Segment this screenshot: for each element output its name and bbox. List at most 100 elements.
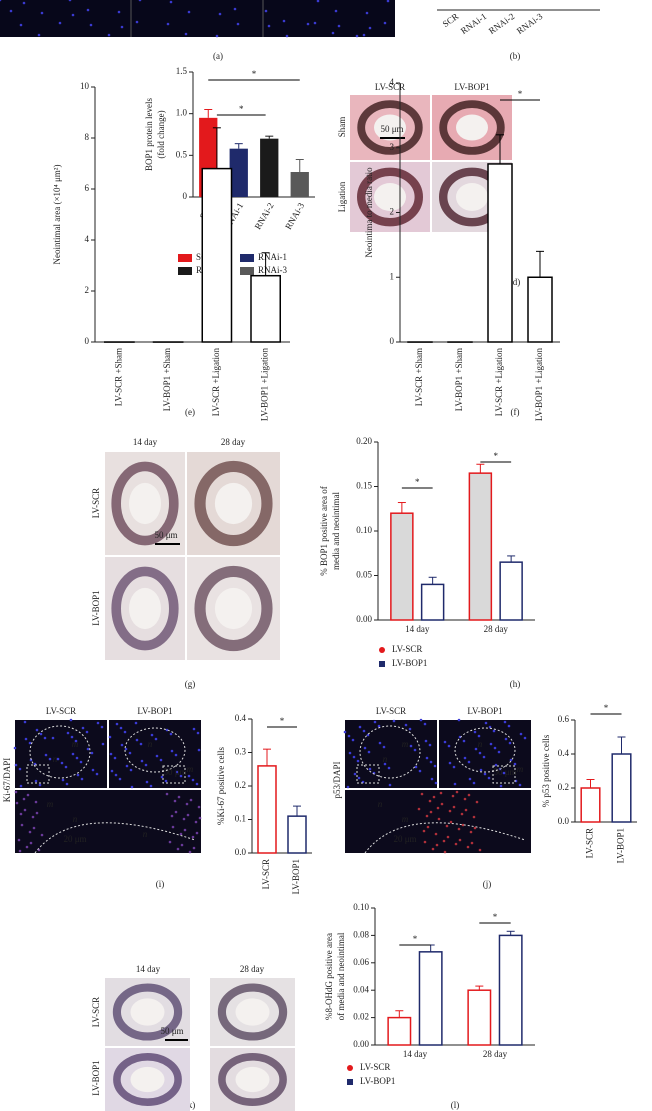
- nucleus: [236, 22, 240, 26]
- y-axis-label: %Ki-67 positive cells: [216, 747, 226, 825]
- x-tick-label: LV-SCR +Sham: [414, 348, 424, 406]
- nucleus: [185, 802, 189, 806]
- nucleus: [365, 11, 369, 15]
- nucleus: [170, 749, 174, 753]
- legend-label: RNAi-1: [258, 252, 287, 262]
- nucleus: [378, 741, 382, 745]
- nucleus: [368, 26, 372, 30]
- nucleus: [460, 812, 464, 816]
- nucleus: [461, 823, 465, 827]
- label: 50 μm: [154, 530, 177, 540]
- micrograph: [109, 720, 201, 788]
- y-tick-label: 6: [85, 183, 90, 193]
- lumen: [374, 114, 406, 141]
- y-tick-label: 4: [390, 77, 395, 87]
- x-tick-label: LV-SCR +Ligation: [494, 348, 504, 417]
- label: LV-BOP1: [91, 1060, 101, 1095]
- scale-label: 20 μm: [63, 834, 86, 844]
- nucleus: [489, 742, 493, 746]
- nucleus: [166, 22, 170, 26]
- nucleus: [446, 835, 450, 839]
- x-tick-label: 28 day: [484, 624, 509, 634]
- panel-label: (j): [483, 879, 492, 889]
- nucleus: [508, 741, 512, 745]
- nucleus: [100, 725, 104, 729]
- nucleus: [513, 762, 517, 766]
- nucleus: [429, 810, 433, 814]
- nucleus: [31, 815, 35, 819]
- nucleus: [285, 34, 289, 38]
- x-tick-label: 14 day: [403, 1049, 428, 1059]
- nucleus: [507, 724, 511, 728]
- nucleus: [145, 780, 149, 784]
- label: LV-BOP1: [137, 706, 172, 716]
- nucleus: [452, 805, 456, 809]
- nucleus: [188, 850, 192, 854]
- nucleus: [470, 841, 474, 845]
- y-tick-label: 0.1: [235, 814, 246, 824]
- legend-label: LV-BOP1: [360, 1076, 395, 1086]
- nucleus: [115, 722, 119, 726]
- micrograph: [15, 720, 107, 788]
- nucleus: [377, 724, 381, 728]
- nucleus: [331, 31, 335, 35]
- nucleus: [233, 7, 237, 11]
- nucleus: [37, 33, 41, 37]
- bar: [580, 787, 601, 823]
- y-tick-label: 0.6: [558, 714, 570, 724]
- nucleus: [482, 755, 486, 759]
- lumen: [235, 1066, 270, 1093]
- y-tick-label: 10: [80, 81, 90, 91]
- x-tick-label: 14 day: [405, 624, 430, 634]
- vessel-wall: [439, 100, 505, 155]
- nucleus: [382, 745, 386, 749]
- nucleus: [23, 720, 27, 724]
- y-axis-label: Neointima to media ratio: [364, 167, 374, 258]
- nucleus: [313, 21, 317, 25]
- nucleus: [264, 9, 268, 13]
- nucleus: [445, 824, 449, 828]
- nucleus: [140, 759, 144, 763]
- label: 14 day: [133, 437, 158, 447]
- x-tick-label: LV-BOP1: [291, 859, 301, 894]
- nucleus: [440, 802, 444, 806]
- label: LV-BOP1: [467, 706, 502, 716]
- nucleus: [448, 761, 452, 765]
- nucleus: [362, 33, 366, 37]
- label: Sham: [337, 117, 347, 138]
- bar: [487, 163, 513, 343]
- nucleus: [28, 830, 32, 834]
- nucleus: [197, 805, 201, 809]
- y-axis-label: BOP1 protein levels: [144, 98, 154, 171]
- nucleus: [118, 777, 122, 781]
- nucleus: [125, 764, 129, 768]
- y-tick-label: 0.10: [356, 525, 372, 535]
- micrograph: [439, 720, 531, 788]
- nucleus: [174, 810, 178, 814]
- bar: [250, 274, 281, 343]
- nucleus: [28, 741, 32, 745]
- label: LV-SCR: [375, 82, 405, 92]
- nucleus: [90, 751, 94, 755]
- legend-swatch: [178, 267, 192, 275]
- nucleus: [91, 768, 95, 772]
- nucleus: [48, 757, 52, 761]
- region-label: m: [187, 764, 194, 774]
- lumen: [456, 114, 488, 141]
- y-tick-label: 0: [390, 336, 395, 346]
- nucleus: [9, 9, 13, 13]
- nucleus: [439, 791, 443, 795]
- significance-label: *: [518, 89, 523, 99]
- nucleus: [436, 806, 440, 810]
- nucleus: [463, 756, 467, 760]
- nucleus: [79, 760, 83, 764]
- legend-marker: [347, 1065, 353, 1071]
- nucleus: [387, 766, 391, 770]
- label: LV-SCR: [91, 997, 101, 1027]
- nucleus: [108, 735, 112, 739]
- y-axis-label: % p53 positive cells: [541, 734, 551, 807]
- nucleus: [71, 13, 75, 17]
- nucleus: [22, 797, 26, 801]
- nucleus: [34, 800, 38, 804]
- nucleus: [504, 737, 508, 741]
